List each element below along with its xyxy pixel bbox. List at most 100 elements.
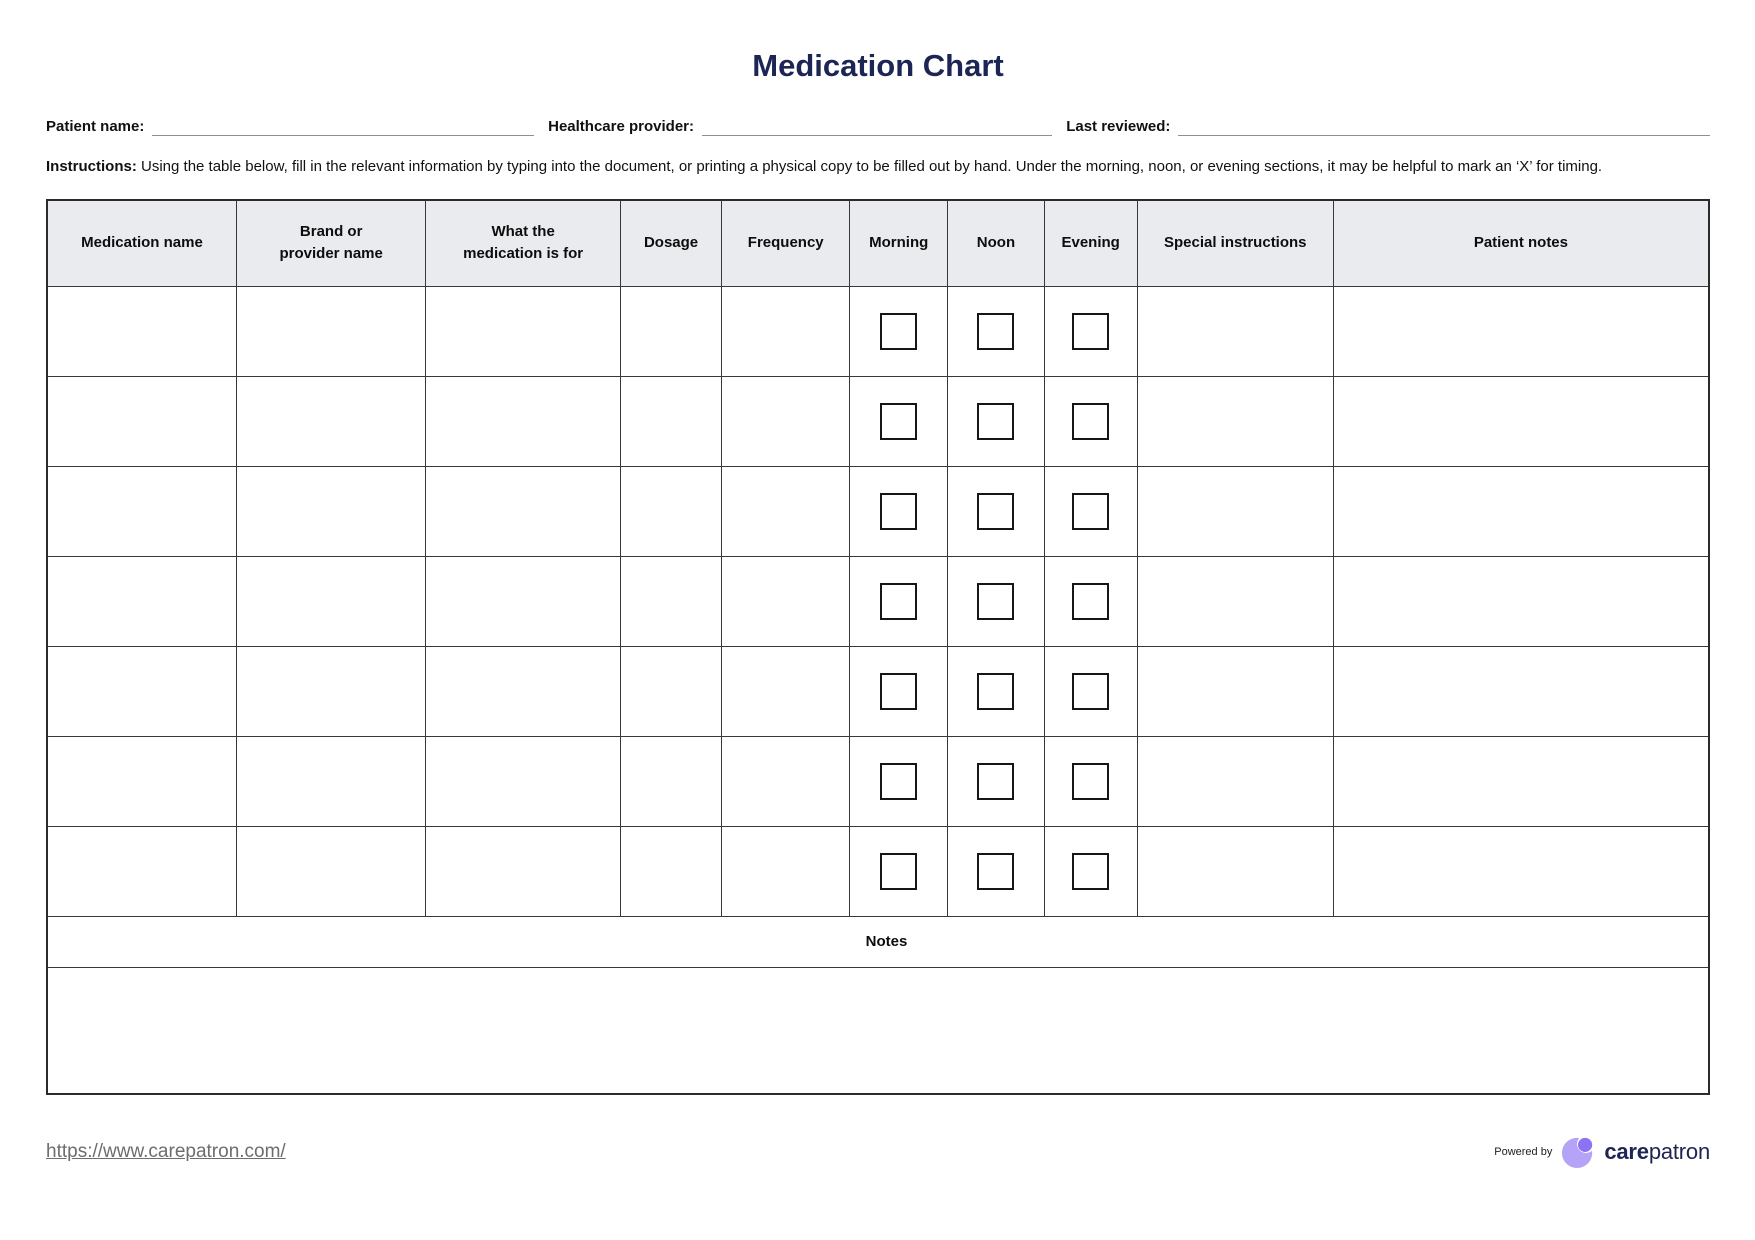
- checkbox-cell[interactable]: [947, 375, 1045, 467]
- input-cell[interactable]: [46, 285, 237, 377]
- morning-checkbox[interactable]: [880, 762, 918, 800]
- checkbox-cell[interactable]: [947, 285, 1045, 377]
- input-cell[interactable]: [425, 645, 621, 737]
- input-cell[interactable]: [1332, 555, 1710, 647]
- input-cell[interactable]: [1332, 735, 1710, 827]
- checkbox-cell[interactable]: [1043, 375, 1138, 467]
- input-cell[interactable]: [425, 555, 621, 647]
- checkbox-cell[interactable]: [849, 735, 949, 827]
- noon-checkbox[interactable]: [977, 762, 1015, 800]
- morning-checkbox[interactable]: [880, 492, 918, 530]
- checkbox-cell[interactable]: [947, 825, 1045, 917]
- input-cell[interactable]: [46, 555, 237, 647]
- morning-checkbox[interactable]: [880, 852, 918, 890]
- input-cell[interactable]: [721, 465, 851, 557]
- carepatron-link[interactable]: https://www.carepatron.com/: [46, 1141, 286, 1162]
- checkbox-cell[interactable]: [1043, 555, 1138, 647]
- input-cell[interactable]: [425, 465, 621, 557]
- noon-checkbox[interactable]: [977, 492, 1015, 530]
- input-cell[interactable]: [721, 825, 851, 917]
- input-cell[interactable]: [235, 375, 427, 467]
- input-cell[interactable]: [619, 645, 723, 737]
- evening-checkbox[interactable]: [1072, 402, 1110, 440]
- notes-input-area[interactable]: [46, 966, 1710, 1095]
- checkbox-cell[interactable]: [1043, 825, 1138, 917]
- page-title: Medication Chart: [752, 48, 1004, 83]
- input-cell[interactable]: [46, 825, 237, 917]
- input-cell[interactable]: [721, 285, 851, 377]
- col-header-brand-provider: Brand or provider name: [235, 199, 427, 287]
- checkbox-cell[interactable]: [849, 285, 949, 377]
- evening-checkbox[interactable]: [1072, 312, 1110, 350]
- evening-checkbox[interactable]: [1072, 852, 1110, 890]
- morning-checkbox[interactable]: [880, 672, 918, 710]
- checkbox-cell[interactable]: [849, 465, 949, 557]
- noon-checkbox[interactable]: [977, 852, 1015, 890]
- input-cell[interactable]: [1136, 645, 1334, 737]
- input-cell[interactable]: [721, 645, 851, 737]
- input-cell[interactable]: [619, 465, 723, 557]
- noon-checkbox[interactable]: [977, 582, 1015, 620]
- patient-name-input[interactable]: [152, 116, 535, 136]
- input-cell[interactable]: [235, 285, 427, 377]
- input-cell[interactable]: [46, 645, 237, 737]
- input-cell[interactable]: [619, 375, 723, 467]
- checkbox-cell[interactable]: [947, 645, 1045, 737]
- patient-name-label: Patient name:: [46, 118, 145, 135]
- input-cell[interactable]: [46, 375, 237, 467]
- input-cell[interactable]: [1136, 285, 1334, 377]
- input-cell[interactable]: [619, 555, 723, 647]
- input-cell[interactable]: [235, 825, 427, 917]
- input-cell[interactable]: [425, 285, 621, 377]
- checkbox-cell[interactable]: [849, 555, 949, 647]
- healthcare-provider-input[interactable]: [702, 116, 1053, 136]
- input-cell[interactable]: [1136, 555, 1334, 647]
- checkbox-cell[interactable]: [1043, 465, 1138, 557]
- morning-checkbox[interactable]: [880, 312, 918, 350]
- evening-checkbox[interactable]: [1072, 762, 1110, 800]
- input-cell[interactable]: [721, 375, 851, 467]
- input-cell[interactable]: [1332, 825, 1710, 917]
- input-cell[interactable]: [619, 285, 723, 377]
- input-cell[interactable]: [46, 465, 237, 557]
- input-cell[interactable]: [721, 555, 851, 647]
- input-cell[interactable]: [1332, 375, 1710, 467]
- input-cell[interactable]: [425, 825, 621, 917]
- noon-checkbox[interactable]: [977, 312, 1015, 350]
- input-cell[interactable]: [1136, 735, 1334, 827]
- input-cell[interactable]: [425, 375, 621, 467]
- checkbox-cell[interactable]: [1043, 285, 1138, 377]
- input-cell[interactable]: [619, 825, 723, 917]
- checkbox-cell[interactable]: [947, 735, 1045, 827]
- input-cell[interactable]: [235, 645, 427, 737]
- checkbox-cell[interactable]: [1043, 645, 1138, 737]
- checkbox-cell[interactable]: [947, 465, 1045, 557]
- noon-checkbox[interactable]: [977, 402, 1015, 440]
- checkbox-cell[interactable]: [849, 375, 949, 467]
- input-cell[interactable]: [1332, 465, 1710, 557]
- morning-checkbox[interactable]: [880, 582, 918, 620]
- input-cell[interactable]: [1332, 285, 1710, 377]
- table-row: [46, 375, 1710, 467]
- morning-checkbox[interactable]: [880, 402, 918, 440]
- noon-checkbox[interactable]: [977, 672, 1015, 710]
- input-cell[interactable]: [1332, 645, 1710, 737]
- input-cell[interactable]: [721, 735, 851, 827]
- evening-checkbox[interactable]: [1072, 492, 1110, 530]
- last-reviewed-input[interactable]: [1178, 116, 1710, 136]
- input-cell[interactable]: [235, 555, 427, 647]
- evening-checkbox[interactable]: [1072, 672, 1110, 710]
- checkbox-cell[interactable]: [947, 555, 1045, 647]
- input-cell[interactable]: [619, 735, 723, 827]
- checkbox-cell[interactable]: [849, 645, 949, 737]
- input-cell[interactable]: [46, 735, 237, 827]
- evening-checkbox[interactable]: [1072, 582, 1110, 620]
- input-cell[interactable]: [425, 735, 621, 827]
- input-cell[interactable]: [1136, 375, 1334, 467]
- input-cell[interactable]: [1136, 465, 1334, 557]
- checkbox-cell[interactable]: [1043, 735, 1138, 827]
- checkbox-cell[interactable]: [849, 825, 949, 917]
- input-cell[interactable]: [235, 735, 427, 827]
- input-cell[interactable]: [1136, 825, 1334, 917]
- input-cell[interactable]: [235, 465, 427, 557]
